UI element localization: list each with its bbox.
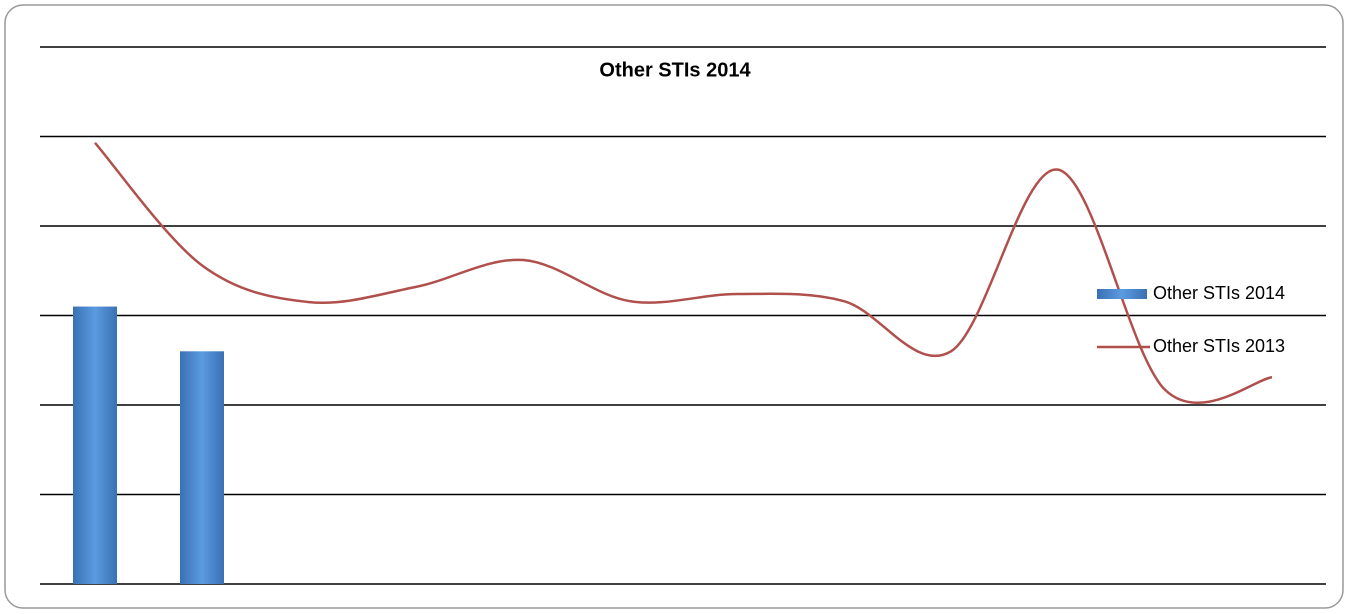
chart-title: Other STIs 2014 [599,59,751,81]
bar [73,306,117,584]
legend-swatch [1097,289,1147,299]
legend-label: Other STIs 2014 [1153,283,1285,303]
bar [180,351,224,584]
legend-label: Other STIs 2013 [1153,336,1285,356]
line [94,141,1273,404]
chart-frame [4,4,1344,609]
